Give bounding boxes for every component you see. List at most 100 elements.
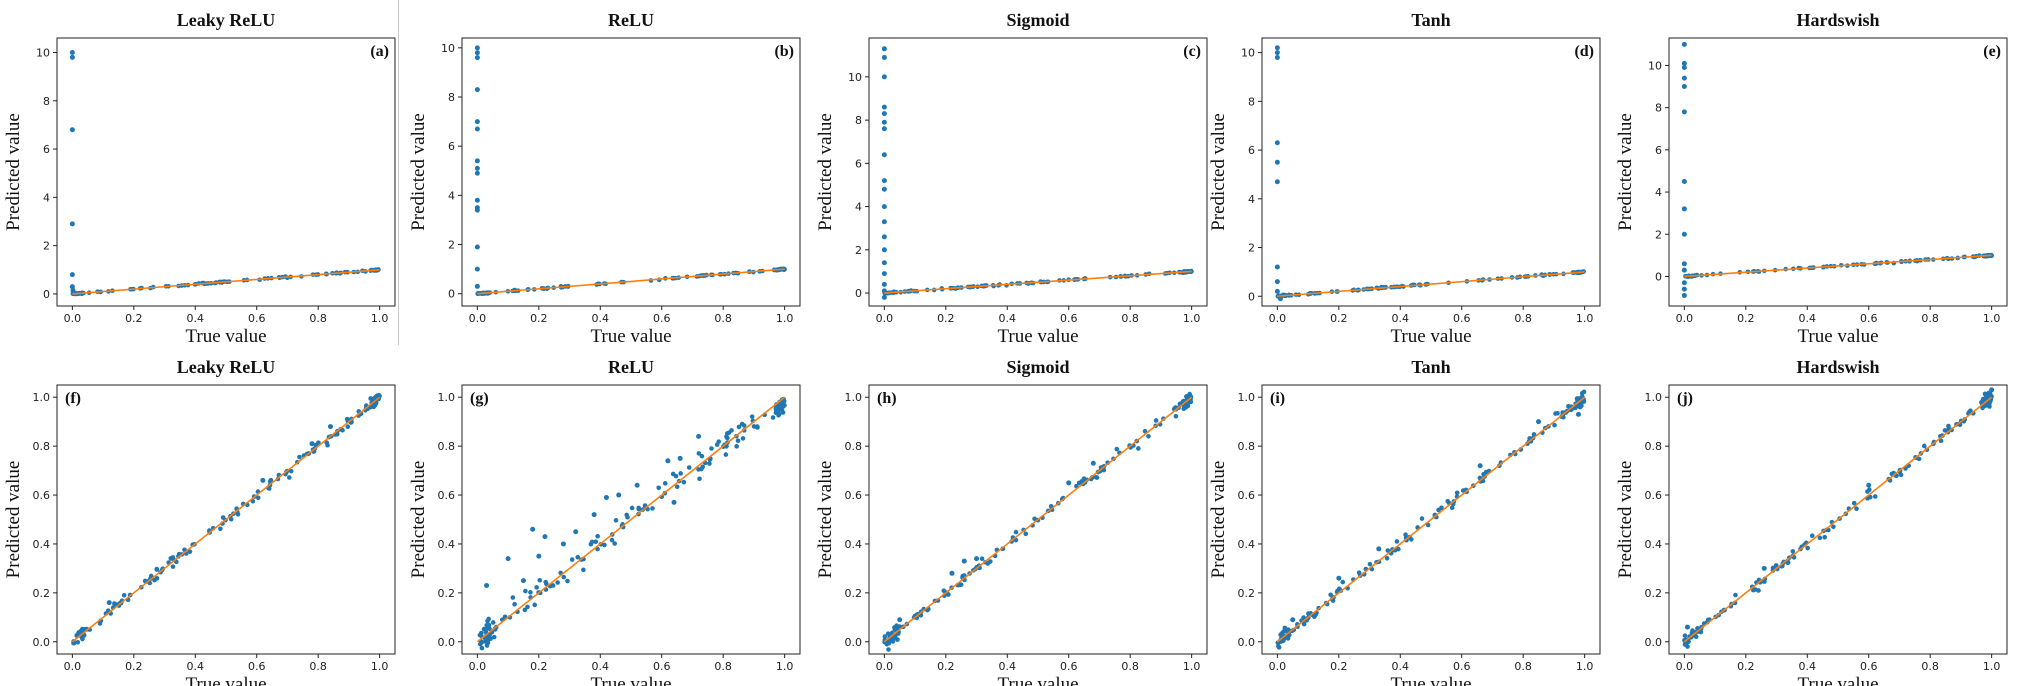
data-point — [1785, 560, 1790, 566]
data-point — [250, 498, 256, 504]
outlier-point — [591, 512, 597, 518]
outlier-point — [1681, 206, 1687, 212]
data-point — [1153, 418, 1159, 423]
y-tick-label: 8 — [1248, 95, 1255, 108]
fit-line — [1276, 396, 1586, 643]
data-point — [1282, 625, 1288, 631]
chart-panel-i: Tanh (i) 0.0 0.2 0.4 0.6 0.8 1.0 0.0 0.2 0.4 0.6 0.8… — [1208, 357, 1601, 686]
data-point — [629, 505, 635, 511]
data-point — [1454, 490, 1460, 496]
outlier-point — [1575, 411, 1581, 417]
x-tick-label: 0.2 — [937, 660, 955, 673]
fit-line — [71, 396, 381, 643]
data-point — [550, 583, 556, 588]
y-tick-label: 8 — [855, 114, 862, 127]
y-tick-label: 0 — [448, 288, 455, 301]
data-point — [697, 476, 702, 482]
plot-frame — [1261, 37, 1601, 307]
data-point — [1142, 428, 1148, 434]
x-tick-label: 0.2 — [530, 312, 548, 325]
data-point — [1013, 529, 1019, 535]
outlier-point — [881, 119, 887, 125]
y-tick-label: 6 — [1248, 144, 1255, 157]
y-tick-label: 1.0 — [845, 391, 863, 404]
y-tick-label: 0.8 — [1238, 440, 1256, 453]
outlier-point — [881, 234, 887, 240]
outlier-point — [1274, 45, 1280, 51]
x-tick-label: 1.0 — [1183, 660, 1201, 673]
outlier-point — [881, 46, 887, 52]
y-tick-label: 1.0 — [1645, 391, 1663, 404]
outlier-point — [974, 556, 980, 562]
outlier-point — [309, 441, 315, 447]
y-tick-label: 0.6 — [1645, 489, 1663, 502]
y-tick-label: 4 — [1248, 193, 1255, 206]
data-point — [709, 446, 714, 451]
x-tick-label: 0.0 — [1676, 312, 1694, 325]
data-point — [1531, 432, 1537, 437]
outlier-point — [1681, 60, 1687, 66]
outlier-point — [634, 482, 640, 488]
data-point — [522, 607, 528, 613]
fit-line — [1277, 271, 1585, 298]
panel-label: (a) — [370, 43, 389, 60]
y-tick-label: 6 — [448, 140, 455, 153]
y-tick-label: 0.4 — [33, 538, 51, 551]
data-point — [1419, 516, 1425, 521]
data-point — [376, 393, 382, 398]
y-tick-label: 0.2 — [1238, 587, 1256, 600]
data-point — [674, 484, 680, 490]
outlier-point — [474, 170, 480, 176]
data-point — [770, 415, 776, 420]
y-axis-label: Predicted value — [1208, 113, 1229, 231]
plot-frame — [1668, 37, 2008, 307]
data-layer — [69, 49, 381, 297]
plot-frame — [56, 37, 396, 307]
y-axis-label: Predicted value — [3, 461, 24, 579]
chart-title: Hardswish — [1796, 357, 1879, 377]
data-point — [754, 424, 760, 429]
data-point — [1693, 634, 1699, 640]
y-tick-label: 0.6 — [33, 489, 51, 502]
data-point — [561, 574, 567, 580]
x-tick-label: 0.8 — [714, 312, 732, 325]
data-point — [1946, 423, 1951, 429]
y-tick-label: 4 — [43, 191, 50, 204]
outlier-point — [474, 197, 480, 203]
y-tick-label: 6 — [855, 157, 862, 170]
data-point — [528, 590, 533, 595]
outlier-point — [474, 165, 480, 171]
y-tick-label: 0.0 — [1645, 636, 1663, 649]
y-tick-label: 4 — [855, 201, 862, 214]
data-point — [1805, 545, 1811, 551]
data-point — [1916, 456, 1922, 462]
x-tick-label: 0.4 — [1799, 312, 1817, 325]
y-tick-label: 4 — [1655, 186, 1662, 199]
x-tick-label: 0.4 — [1799, 660, 1817, 673]
y-tick-label: 0.0 — [438, 636, 456, 649]
outlier-point — [573, 529, 579, 535]
x-tick-label: 0.0 — [1676, 660, 1694, 673]
outlier-point — [69, 127, 75, 133]
x-tick-label: 0.2 — [1737, 312, 1755, 325]
data-point — [152, 577, 157, 583]
data-point — [779, 403, 785, 408]
data-point — [1762, 579, 1767, 584]
data-point — [581, 567, 586, 573]
x-axis-label: True value — [590, 326, 671, 347]
panel-label: (g) — [470, 390, 489, 407]
outlier-point — [560, 541, 566, 547]
outlier-point — [881, 260, 887, 266]
y-tick-label: 0.8 — [1645, 440, 1663, 453]
outlier-point — [1274, 159, 1280, 165]
data-point — [1301, 621, 1307, 627]
outlier-point — [1681, 267, 1687, 273]
outlier-point — [897, 617, 903, 623]
x-tick-label: 0.6 — [1453, 312, 1471, 325]
y-tick-label: 0.4 — [1238, 538, 1256, 551]
fit-line — [476, 396, 786, 643]
data-layer — [71, 393, 382, 646]
outlier-point — [520, 578, 526, 584]
outlier-point — [1681, 286, 1687, 292]
data-point — [1561, 414, 1566, 420]
